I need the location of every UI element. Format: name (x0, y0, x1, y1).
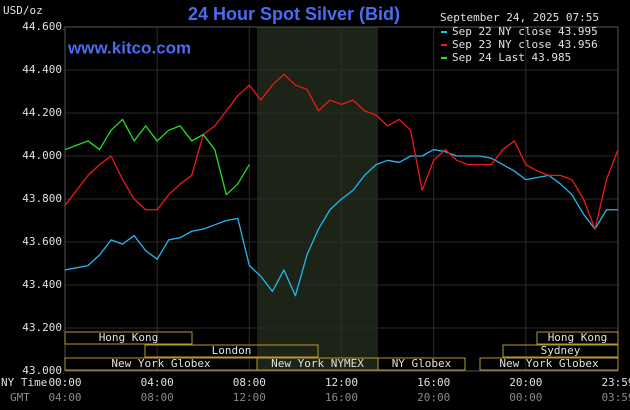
legend-label: Sep 23 NY close 43.956 (452, 38, 598, 51)
legend-label: Sep 22 NY close 43.995 (452, 25, 598, 38)
session-label: New York Globex (499, 357, 599, 370)
x-tick-label: 23:59 (601, 376, 630, 389)
session-box (479, 357, 619, 371)
x2-tick-label: 12:00 (233, 391, 266, 404)
series-line (64, 148, 618, 297)
x-tick-label: 20:00 (509, 376, 542, 389)
session-label: Hong Kong (99, 331, 159, 344)
x-tick-label: 00:00 (48, 376, 81, 389)
x2-tick-label: 16:00 (325, 391, 358, 404)
series-line (64, 73, 619, 230)
x2-tick-label: 20:00 (417, 391, 450, 404)
legend-label: Sep 24 Last 43.985 (452, 51, 571, 64)
session-label: New York NYMEX (271, 357, 364, 370)
x-label: NY Time (1, 376, 47, 389)
y-tick-label: 43.000 (22, 364, 62, 377)
session-box (144, 344, 319, 358)
chart-title: 24 Hour Spot Silver (Bid) (188, 4, 400, 24)
x2-tick-label: 03:59 (601, 391, 630, 404)
series-line (64, 118, 250, 196)
x-tick-label: 08:00 (233, 376, 266, 389)
timestamp: September 24, 2025 07:55 (440, 11, 599, 24)
session-label: Sydney (541, 344, 581, 357)
x2-label: GMT (10, 391, 30, 404)
x2-tick-label: 08:00 (141, 391, 174, 404)
watermark: www.kitco.com (67, 38, 191, 57)
y-label: USD/oz (3, 4, 43, 17)
session-label: Hong Kong (548, 331, 608, 344)
session-box (377, 357, 466, 371)
x2-tick-label: 00:00 (509, 391, 542, 404)
y-tick-label: 43.200 (22, 321, 62, 334)
y-tick-label: 43.400 (22, 278, 62, 291)
y-tick-label: 44.000 (22, 149, 62, 162)
y-tick-label: 43.800 (22, 192, 62, 205)
session-label: London (212, 344, 252, 357)
session-label: New York Globex (111, 357, 211, 370)
y-tick-label: 44.200 (22, 106, 62, 119)
y-tick-label: 44.400 (22, 63, 62, 76)
session-box (64, 331, 193, 345)
x2-tick-label: 04:00 (48, 391, 81, 404)
session-label: NY Globex (392, 357, 452, 370)
y-tick-label: 43.600 (22, 235, 62, 248)
x-tick-label: 04:00 (141, 376, 174, 389)
x-tick-label: 12:00 (325, 376, 358, 389)
session-box (536, 331, 619, 345)
y-tick-label: 44.600 (22, 20, 62, 33)
session-box (502, 344, 619, 358)
plot-frame (64, 26, 619, 372)
x-tick-label: 16:00 (417, 376, 450, 389)
